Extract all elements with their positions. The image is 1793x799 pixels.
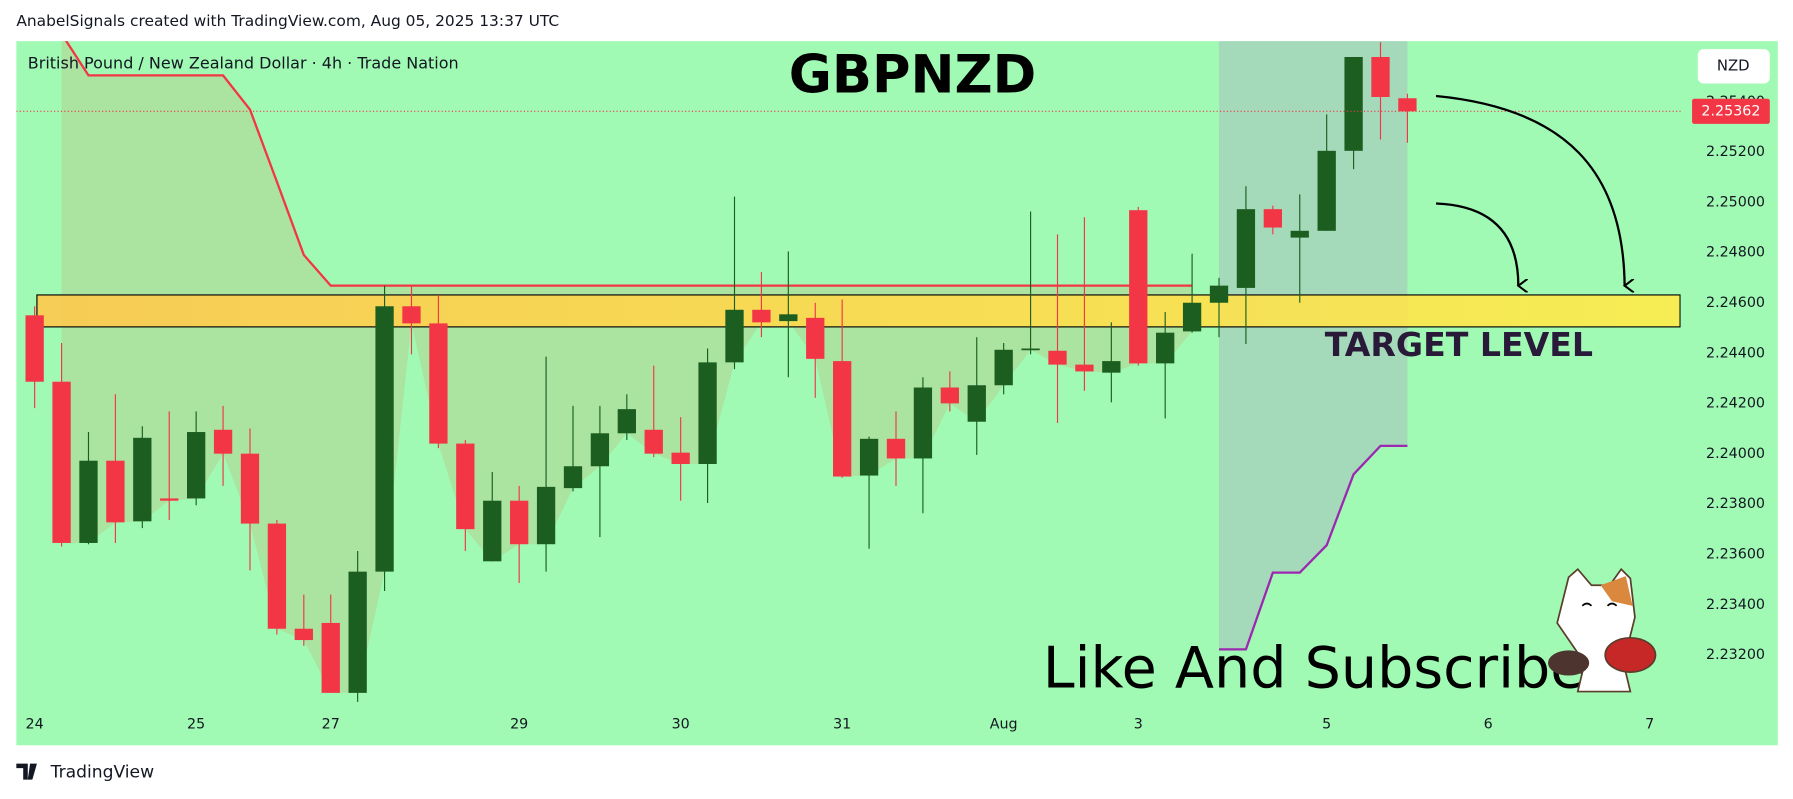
- y-tick-label: 2.24200: [1706, 396, 1765, 412]
- x-tick-label: 6: [1484, 717, 1493, 733]
- candle-body: [1102, 361, 1121, 373]
- band-fill: [1219, 41, 1408, 650]
- candle-body: [133, 437, 152, 522]
- candle-body: [1156, 332, 1175, 364]
- candle-body: [967, 385, 986, 422]
- plot-area: [16, 41, 1681, 702]
- candle-body: [375, 306, 394, 572]
- candle-body: [940, 387, 959, 404]
- candle-body: [752, 309, 771, 323]
- candle-body: [294, 628, 313, 641]
- candle-body: [725, 309, 744, 363]
- y-tick-label: 2.23200: [1706, 647, 1765, 663]
- candle-body: [1182, 302, 1202, 332]
- candle-body: [913, 387, 933, 459]
- last-price-label: 2.25362: [1701, 103, 1760, 119]
- candle-body: [1129, 210, 1148, 364]
- x-tick-label: 29: [510, 717, 528, 733]
- y-tick-label: 2.25000: [1706, 194, 1765, 210]
- annotation: Like And Subscribe: [1043, 636, 1586, 702]
- target-zone-label: TARGET LEVEL: [1325, 325, 1593, 364]
- candle-body: [1075, 364, 1094, 372]
- candle-body: [79, 460, 98, 543]
- candle-body: [483, 500, 502, 562]
- y-tick-label: 2.24600: [1706, 295, 1765, 311]
- candle-body: [1048, 350, 1067, 365]
- candle-body: [1236, 209, 1256, 288]
- candle-body: [213, 429, 233, 454]
- candle-body: [1021, 348, 1040, 351]
- candle-body: [590, 433, 610, 467]
- header: AnabelSignals created with TradingView.c…: [16, 12, 559, 30]
- candle-body: [267, 523, 287, 629]
- candle-body: [402, 306, 421, 324]
- x-tick-label: 30: [672, 717, 690, 733]
- candle-body: [429, 323, 448, 444]
- candle-body: [106, 460, 125, 523]
- currency-label[interactable]: NZD: [1717, 56, 1750, 74]
- x-tick-label: 31: [833, 717, 851, 733]
- logo-text: TradingView: [50, 763, 154, 783]
- candle-body: [886, 438, 906, 459]
- x-tick-label: Aug: [990, 717, 1018, 733]
- chart-title: GBPNZD: [789, 44, 1037, 105]
- candle-body: [348, 571, 367, 693]
- x-tick-label: 3: [1134, 717, 1143, 733]
- y-tick-label: 2.23800: [1706, 496, 1765, 512]
- candle-body: [160, 498, 179, 501]
- candle-body: [671, 452, 690, 464]
- candle-body: [240, 453, 260, 524]
- x-tick-label: 7: [1645, 717, 1654, 733]
- chart-background: [16, 41, 1778, 746]
- candle-body: [1263, 209, 1282, 228]
- candle-body: [859, 438, 879, 476]
- y-tick-label: 2.23400: [1706, 597, 1765, 613]
- candle-body: [779, 314, 798, 322]
- indicator-line: [64, 41, 1193, 287]
- candle-body: [1344, 56, 1363, 151]
- x-tick-label: 27: [322, 717, 340, 733]
- candle-body: [617, 409, 636, 434]
- target-zone: [36, 294, 1681, 328]
- y-tick-label: 2.23600: [1706, 547, 1765, 563]
- y-tick-label: 2.24400: [1706, 345, 1765, 361]
- arrow: [1435, 94, 1625, 286]
- candle-body: [321, 622, 340, 693]
- candle-body: [456, 443, 475, 530]
- candle-body: [1317, 150, 1336, 231]
- candle-body: [1371, 56, 1390, 97]
- candle-body: [698, 362, 717, 464]
- x-tick-label: 24: [26, 717, 44, 733]
- band-fill: [61, 41, 1193, 693]
- y-tick-label: 2.25200: [1706, 144, 1765, 160]
- currency-button[interactable]: [1697, 49, 1770, 84]
- candle-body: [1209, 285, 1229, 303]
- last-price-box: [1692, 98, 1770, 124]
- logo: [16, 763, 37, 780]
- candle-body: [644, 429, 663, 454]
- candle-body: [806, 317, 825, 359]
- mascot: [1548, 567, 1657, 693]
- candle-body: [994, 349, 1013, 386]
- symbol-info: British Pound / New Zealand Dollar · 4h …: [28, 54, 459, 73]
- candle-body: [25, 315, 44, 382]
- arrow: [1435, 202, 1518, 285]
- y-tick-label: 2.24800: [1706, 245, 1765, 261]
- candle-body: [1398, 98, 1417, 112]
- x-tick-label: 5: [1322, 717, 1331, 733]
- candle-body: [186, 432, 206, 499]
- x-tick-label: 25: [187, 717, 205, 733]
- candle-body: [52, 381, 71, 543]
- candle-body: [563, 466, 583, 489]
- candle-body: [536, 486, 556, 545]
- candle-body: [1290, 230, 1309, 238]
- y-tick-label: 2.24000: [1706, 446, 1765, 462]
- axes: 2.23200 2.23400 2.23600 2.23800 2.24000 2.242…: [26, 94, 1770, 733]
- candle-body: [833, 361, 852, 477]
- indicator-line: [1219, 444, 1408, 651]
- candle-body: [510, 500, 529, 545]
